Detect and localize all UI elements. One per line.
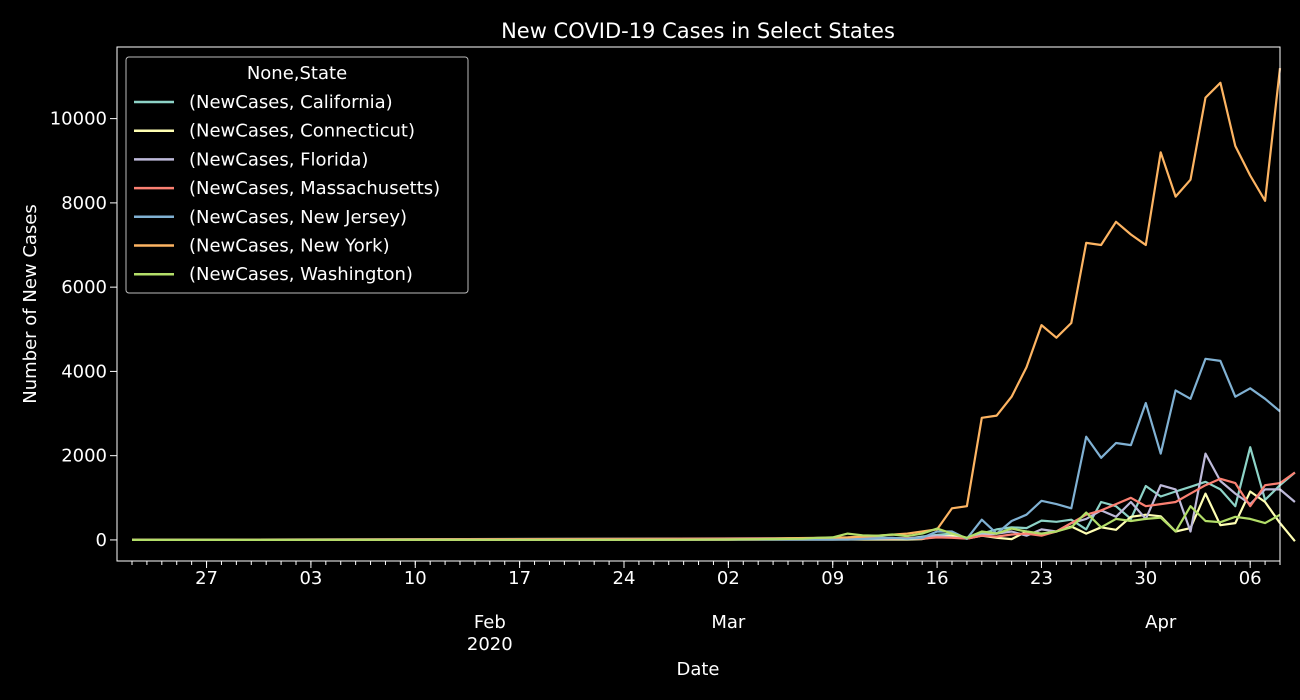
x-tick-label: 10	[404, 568, 427, 589]
series-line-4	[131, 357, 1281, 541]
legend-label: (NewCases, Connecticut)	[189, 121, 415, 142]
legend-title: None,State	[247, 63, 347, 84]
x-month-label: Mar	[711, 612, 746, 633]
plot-area	[131, 67, 1296, 542]
x-tick-label: 24	[613, 568, 636, 589]
y-tick-label: 6000	[61, 277, 107, 298]
x-month-label: Apr	[1145, 612, 1177, 633]
legend-label: (NewCases, California)	[189, 92, 393, 113]
x-month-label: Feb	[474, 612, 506, 633]
x-year-label: 2020	[467, 634, 513, 655]
legend-label: (NewCases, New Jersey)	[189, 207, 407, 228]
legend-label: (NewCases, Massachusetts)	[189, 178, 440, 199]
series-line-5	[131, 67, 1282, 541]
legend-items: (NewCases, California) (NewCases, Connect…	[134, 92, 440, 285]
x-tick-label: 27	[195, 568, 218, 589]
x-tick-label: 30	[1134, 568, 1157, 589]
y-tick-label: 0	[96, 530, 107, 551]
legend-box	[125, 56, 469, 294]
x-tick-label: 06	[1239, 568, 1262, 589]
x-tick-label: 23	[1030, 568, 1053, 589]
y-tick-label: 2000	[61, 446, 107, 467]
x-tick-label: 17	[508, 568, 531, 589]
series-line-6	[131, 505, 1281, 541]
legend: None,State (NewCases, California)(NewCas…	[125, 56, 469, 294]
x-tick-label: 02	[717, 568, 740, 589]
y-tick-label: 8000	[61, 193, 107, 214]
x-tick-label: 09	[821, 568, 844, 589]
legend-label: (NewCases, Florida)	[189, 149, 368, 170]
chart-title: New COVID-19 Cases in Select States	[501, 19, 895, 43]
y-tick-label: 10000	[50, 109, 107, 130]
legend-label: (NewCases, Washington)	[189, 264, 413, 285]
x-tick-label: 03	[299, 568, 322, 589]
y-axis-title: Number of New Cases	[20, 204, 41, 404]
x-axis-title: Date	[676, 659, 719, 680]
legend-label: (NewCases, New York)	[189, 236, 390, 257]
series-line-3	[131, 471, 1296, 541]
x-tick-label: 16	[926, 568, 949, 589]
y-axis: 0 2000 4000 6000 8000 10000	[50, 109, 117, 551]
y-tick-label: 4000	[61, 361, 107, 382]
